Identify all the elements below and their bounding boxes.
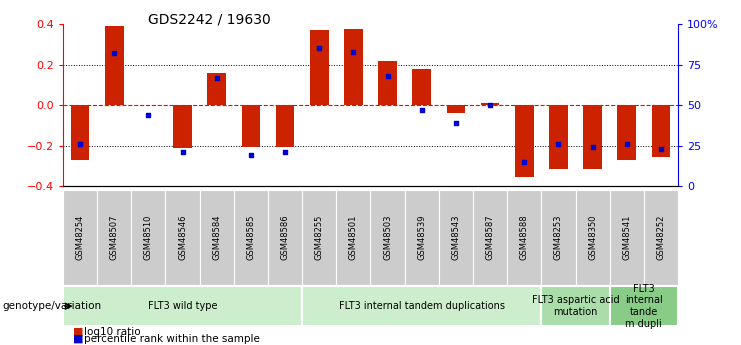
Bar — [412, 69, 431, 105]
Bar — [378, 61, 397, 105]
Text: GSM48587: GSM48587 — [485, 214, 494, 260]
Text: GSM48507: GSM48507 — [110, 215, 119, 260]
Text: GSM48501: GSM48501 — [349, 215, 358, 260]
Bar — [610, 286, 678, 326]
Bar — [173, 105, 192, 148]
Point — [587, 145, 599, 150]
Point — [279, 149, 291, 155]
Bar — [370, 190, 405, 285]
Point — [176, 149, 188, 155]
Text: GSM48253: GSM48253 — [554, 215, 563, 260]
Bar — [242, 105, 260, 147]
Bar — [63, 286, 302, 326]
Point — [416, 107, 428, 113]
Bar — [447, 105, 465, 113]
Point — [210, 75, 222, 80]
Bar — [549, 105, 568, 169]
Point — [245, 153, 257, 158]
Bar — [542, 286, 610, 326]
Bar — [405, 190, 439, 285]
Text: GSM48588: GSM48588 — [519, 214, 529, 260]
Text: log10 ratio: log10 ratio — [84, 327, 140, 337]
Text: genotype/variation: genotype/variation — [2, 302, 102, 311]
Text: GDS2242 / 19630: GDS2242 / 19630 — [148, 12, 271, 26]
Text: GSM48350: GSM48350 — [588, 215, 597, 260]
Bar — [439, 190, 473, 285]
Point — [142, 112, 154, 118]
Bar — [617, 105, 637, 160]
Bar — [651, 105, 671, 157]
Text: GSM48254: GSM48254 — [76, 215, 84, 260]
Bar — [165, 190, 199, 285]
Bar — [302, 190, 336, 285]
Text: GSM48252: GSM48252 — [657, 215, 665, 260]
Point — [450, 120, 462, 126]
Bar — [70, 105, 90, 160]
Point — [655, 146, 667, 152]
Bar — [507, 190, 542, 285]
Text: GSM48543: GSM48543 — [451, 215, 460, 260]
Text: FLT3 internal tandem duplications: FLT3 internal tandem duplications — [339, 301, 505, 311]
Bar — [336, 190, 370, 285]
Point — [621, 141, 633, 147]
Point — [313, 46, 325, 51]
Bar — [302, 286, 542, 326]
Bar — [644, 190, 678, 285]
Text: GSM48584: GSM48584 — [212, 215, 222, 260]
Point — [553, 141, 565, 147]
Text: GSM48546: GSM48546 — [178, 215, 187, 260]
Bar — [310, 30, 329, 105]
Bar — [473, 190, 507, 285]
Text: ■: ■ — [73, 334, 83, 344]
Bar — [344, 29, 363, 105]
Bar — [515, 105, 534, 177]
Bar — [97, 190, 131, 285]
Point — [382, 73, 393, 79]
Point — [108, 51, 120, 56]
Bar — [207, 73, 226, 105]
Bar — [104, 26, 124, 105]
Text: ■: ■ — [73, 327, 83, 337]
Bar — [234, 190, 268, 285]
Text: GSM48541: GSM48541 — [622, 215, 631, 260]
Text: GSM48255: GSM48255 — [315, 215, 324, 260]
Text: GSM48503: GSM48503 — [383, 215, 392, 260]
Text: GSM48585: GSM48585 — [247, 215, 256, 260]
Text: FLT3
internal
tande
m dupli: FLT3 internal tande m dupli — [625, 284, 662, 328]
Bar — [576, 190, 610, 285]
Bar — [268, 190, 302, 285]
Bar — [542, 190, 576, 285]
Text: GSM48510: GSM48510 — [144, 215, 153, 260]
Bar — [199, 190, 234, 285]
Bar — [63, 190, 97, 285]
Bar — [276, 105, 294, 147]
Text: GSM48539: GSM48539 — [417, 215, 426, 260]
Text: FLT3 wild type: FLT3 wild type — [147, 301, 217, 311]
Point — [74, 141, 86, 147]
Bar — [583, 105, 602, 169]
Point — [484, 102, 496, 108]
Point — [518, 159, 530, 165]
Text: percentile rank within the sample: percentile rank within the sample — [84, 334, 259, 344]
Bar — [131, 190, 165, 285]
Bar — [610, 190, 644, 285]
Text: GSM48586: GSM48586 — [281, 214, 290, 260]
Text: FLT3 aspartic acid
mutation: FLT3 aspartic acid mutation — [532, 295, 619, 317]
Bar — [481, 103, 499, 105]
Point — [348, 49, 359, 55]
